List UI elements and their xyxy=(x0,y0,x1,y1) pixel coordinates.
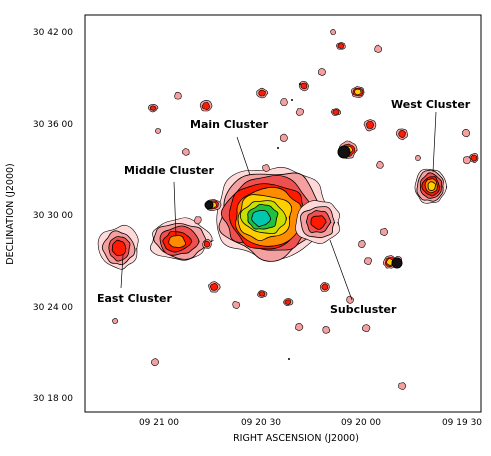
point-source xyxy=(174,91,182,100)
point-source xyxy=(262,164,270,172)
point-source xyxy=(258,89,266,97)
faint-source xyxy=(299,83,301,85)
point-source xyxy=(380,227,389,236)
middle-cluster-label: Middle Cluster xyxy=(124,164,214,177)
point-source xyxy=(149,105,157,111)
point-source xyxy=(280,98,288,106)
point-source xyxy=(398,129,406,139)
point-source xyxy=(284,299,291,305)
point-source xyxy=(112,318,119,324)
x-tick-label: 09 21 00 xyxy=(139,418,179,428)
faint-source xyxy=(291,99,293,101)
middle-cluster-contour xyxy=(168,235,186,249)
point-source xyxy=(201,102,210,111)
subcluster-contour xyxy=(310,215,327,230)
point-source xyxy=(295,323,304,332)
point-source xyxy=(280,133,288,142)
point-source xyxy=(398,382,407,390)
annotation-pointers xyxy=(120,111,437,301)
point-source xyxy=(362,324,371,333)
west-cluster-label: West Cluster xyxy=(391,98,471,111)
east-cluster-contour xyxy=(111,239,127,257)
x-tick-label: 09 20 00 xyxy=(341,418,381,428)
point-source xyxy=(376,160,384,169)
point-source xyxy=(209,283,219,291)
point-source xyxy=(258,291,266,297)
point-source xyxy=(318,68,326,77)
bright-source-core xyxy=(337,145,351,159)
point-source xyxy=(337,43,345,49)
point-source xyxy=(366,120,374,129)
bright-source-core xyxy=(391,257,403,269)
point-source xyxy=(300,82,308,90)
point-source xyxy=(415,155,421,161)
point-source xyxy=(181,148,190,156)
point-source xyxy=(346,295,354,304)
subcluster-label: Subcluster xyxy=(330,303,397,316)
west-cluster-contour xyxy=(427,181,436,191)
middle-cluster-pointer xyxy=(173,181,177,237)
y-tick-label: 30 18 00 xyxy=(33,394,73,404)
east-cluster-pointer xyxy=(120,254,124,289)
faint-source xyxy=(277,147,279,149)
point-source xyxy=(354,88,362,96)
point-source xyxy=(470,154,478,162)
bright-source-core xyxy=(204,200,214,210)
subcluster-pointer xyxy=(329,239,353,301)
point-source xyxy=(332,109,340,115)
point-source xyxy=(463,156,472,165)
main-cluster-label: Main Cluster xyxy=(190,118,269,131)
point-source xyxy=(461,128,470,138)
point-source xyxy=(321,283,329,291)
east-cluster-label: East Cluster xyxy=(97,292,173,305)
y-tick-label: 30 36 00 xyxy=(33,120,73,130)
x-tick-label: 09 20 30 xyxy=(241,418,281,428)
point-source xyxy=(203,240,211,248)
y-tick-label: 30 42 00 xyxy=(33,28,73,38)
main-cluster-contour xyxy=(251,210,272,227)
x-axis-title: RIGHT ASCENSION (J2000) xyxy=(233,433,359,444)
point-source xyxy=(151,358,159,366)
sources-layer xyxy=(97,29,479,390)
point-source xyxy=(193,216,202,225)
point-source xyxy=(358,239,366,249)
y-tick-label: 30 24 00 xyxy=(33,303,73,313)
y-axis-title: DECLINATION (J2000) xyxy=(5,163,16,265)
point-source xyxy=(363,257,372,265)
x-tick-label: 09 19 30 xyxy=(442,418,482,428)
faint-source xyxy=(288,358,290,360)
point-source xyxy=(386,258,394,266)
west-cluster-pointer xyxy=(432,111,437,173)
point-source xyxy=(295,108,305,116)
point-source xyxy=(330,29,336,35)
point-source xyxy=(154,128,161,134)
main-cluster-pointer xyxy=(236,136,251,176)
point-source xyxy=(232,301,240,309)
point-source xyxy=(374,44,383,53)
y-tick-label: 30 30 00 xyxy=(33,211,73,221)
point-source xyxy=(322,325,331,334)
